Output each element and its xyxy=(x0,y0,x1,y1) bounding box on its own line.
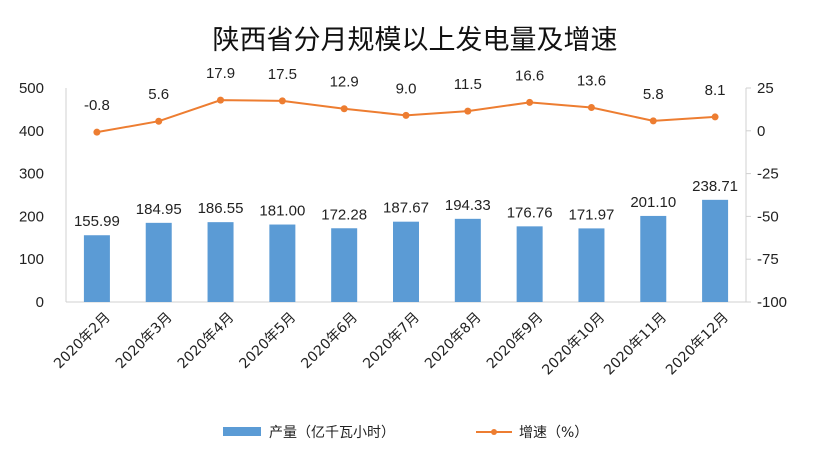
left-axis-tick: 200 xyxy=(19,208,44,225)
right-axis-tick: -100 xyxy=(757,294,787,311)
bar xyxy=(269,224,296,302)
bar-value-label: 181.00 xyxy=(259,203,305,220)
line-value-label: 9.0 xyxy=(396,80,417,97)
line-point xyxy=(93,128,101,136)
category-label: 2020年9月 xyxy=(484,310,547,373)
right-axis-tick: -25 xyxy=(757,166,779,183)
line-value-label: 8.1 xyxy=(705,82,726,99)
line-value-label: 16.6 xyxy=(515,67,544,84)
category-label: 2020年4月 xyxy=(175,310,238,373)
bar xyxy=(331,228,358,302)
category-labels: 2020年2月 2020年3月 2020年4月 2020年5月 2020年6月 2020年… xyxy=(51,310,732,379)
category-label: 2020年2月 xyxy=(51,310,114,373)
bar-value-label: 171.97 xyxy=(569,206,615,223)
line-point xyxy=(340,105,348,113)
line-point xyxy=(711,113,719,121)
legend-line-marker xyxy=(491,429,497,435)
category-label: 2020年12月 xyxy=(663,310,732,379)
legend-bar-swatch xyxy=(223,427,261,436)
bar xyxy=(640,215,667,302)
bar xyxy=(454,218,481,302)
bar-value-label: 187.67 xyxy=(383,200,429,217)
chart-title: 陕西省分月规模以上发电量及增速 xyxy=(213,25,618,56)
right-axis-tick: 25 xyxy=(757,80,774,97)
line-point xyxy=(278,97,286,105)
right-axis-tick: 0 xyxy=(757,123,765,140)
bar xyxy=(83,235,110,302)
category-label: 2020年5月 xyxy=(237,310,300,373)
bar-value-label: 186.55 xyxy=(198,200,244,217)
category-label: 2020年8月 xyxy=(422,310,485,373)
bar xyxy=(207,222,234,302)
line-value-label: -0.8 xyxy=(84,97,110,114)
bar-value-label: 238.71 xyxy=(692,178,738,195)
line-point xyxy=(155,117,163,125)
bar xyxy=(393,221,419,302)
line-point xyxy=(217,96,225,104)
bar xyxy=(516,226,543,302)
bar-value-label: 155.99 xyxy=(74,213,120,230)
category-label: 2020年6月 xyxy=(298,310,361,373)
bar-value-label: 201.10 xyxy=(630,194,676,211)
bar-value-label: 176.76 xyxy=(507,204,553,221)
category-label: 2020年10月 xyxy=(539,310,608,379)
right-axis-tick: -75 xyxy=(757,251,779,268)
line-value-label: 17.9 xyxy=(206,65,235,82)
bar-series xyxy=(83,199,729,302)
left-axis-tick: 100 xyxy=(19,251,44,268)
axes: 0 100 200 300 400 500 -100 -75 -50 -25 0 25 xyxy=(19,80,787,311)
line-point xyxy=(402,111,410,119)
line-value-label: 17.5 xyxy=(268,66,297,83)
line-value-label: 11.5 xyxy=(454,76,482,93)
bar-value-label: 172.28 xyxy=(321,206,367,223)
legend: 产量（亿千瓦小时） 增速（%） xyxy=(223,425,588,441)
line-series xyxy=(93,96,719,136)
bar xyxy=(145,222,172,302)
line-value-label: 5.6 xyxy=(148,86,169,103)
line-point xyxy=(526,98,534,106)
line-value-label: 13.6 xyxy=(577,73,606,90)
line-point xyxy=(587,104,595,112)
line-point xyxy=(464,107,472,115)
bar xyxy=(702,199,729,302)
category-label: 2020年3月 xyxy=(113,310,176,373)
right-axis-tick: -50 xyxy=(757,208,779,225)
legend-line-label: 增速（%） xyxy=(519,425,588,441)
left-axis-tick: 0 xyxy=(36,294,44,311)
left-axis-tick: 400 xyxy=(19,123,44,140)
bar xyxy=(578,228,605,302)
category-label: 2020年11月 xyxy=(601,310,670,379)
left-axis-tick: 500 xyxy=(19,80,44,97)
data-labels: 155.99 184.95 186.55 181.00 172.28 187.67 194.… xyxy=(74,65,738,230)
line-value-label: 12.9 xyxy=(330,74,359,91)
line-point xyxy=(649,117,657,125)
category-label: 2020年7月 xyxy=(360,310,423,373)
left-axis-tick: 300 xyxy=(19,166,44,183)
line-value-label: 5.8 xyxy=(643,86,664,103)
legend-bar-label: 产量（亿千瓦小时） xyxy=(269,425,395,441)
bar-value-label: 194.33 xyxy=(445,197,491,214)
bar-value-label: 184.95 xyxy=(136,201,182,218)
